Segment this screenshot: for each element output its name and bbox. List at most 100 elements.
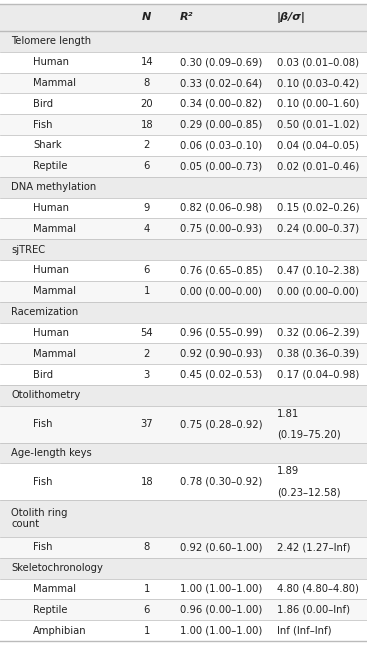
- Text: 1.00 (1.00–1.00): 1.00 (1.00–1.00): [180, 626, 262, 635]
- Bar: [0, 31, 367, 52]
- Bar: [0, 364, 367, 385]
- Text: 2.42 (1.27–Inf): 2.42 (1.27–Inf): [277, 542, 350, 552]
- Text: 0.00 (0.00–0.00): 0.00 (0.00–0.00): [277, 286, 359, 296]
- Text: Inf (Inf–Inf): Inf (Inf–Inf): [277, 626, 332, 635]
- Text: 1: 1: [143, 584, 150, 594]
- Text: Fish: Fish: [33, 542, 52, 552]
- Text: 6: 6: [143, 605, 150, 615]
- Text: 0.29 (0.00–0.85): 0.29 (0.00–0.85): [180, 120, 262, 130]
- Text: 2: 2: [143, 349, 150, 359]
- Text: Telomere length: Telomere length: [11, 36, 91, 46]
- Text: 14: 14: [141, 57, 153, 67]
- Text: 0.76 (0.65–0.85): 0.76 (0.65–0.85): [180, 266, 262, 275]
- Bar: [0, 537, 367, 558]
- Text: Shark: Shark: [33, 141, 62, 150]
- Text: Racemization: Racemization: [11, 307, 78, 317]
- Bar: [0, 239, 367, 260]
- Text: 1.86 (0.00–Inf): 1.86 (0.00–Inf): [277, 605, 350, 615]
- Text: Human: Human: [33, 203, 69, 213]
- Text: 1.89: 1.89: [277, 466, 299, 477]
- Text: Mammal: Mammal: [33, 286, 76, 296]
- Bar: [0, 620, 367, 641]
- Bar: [0, 156, 367, 177]
- Text: 0.10 (0.03–0.42): 0.10 (0.03–0.42): [277, 78, 359, 88]
- Text: 2: 2: [143, 141, 150, 150]
- Bar: [0, 197, 367, 219]
- Text: 0.17 (0.04–0.98): 0.17 (0.04–0.98): [277, 370, 359, 379]
- Text: Bird: Bird: [33, 99, 53, 109]
- Text: Fish: Fish: [33, 419, 52, 429]
- Text: (0.23–12.58): (0.23–12.58): [277, 487, 341, 497]
- Text: 6: 6: [143, 266, 150, 275]
- Text: sjTREC: sjTREC: [11, 244, 45, 255]
- Text: Reptile: Reptile: [33, 605, 68, 615]
- Text: 0.92 (0.90–0.93): 0.92 (0.90–0.93): [180, 349, 262, 359]
- Text: Skeletochronology: Skeletochronology: [11, 563, 103, 573]
- Text: Reptile: Reptile: [33, 161, 68, 172]
- Bar: [0, 4, 367, 31]
- Bar: [0, 73, 367, 94]
- Text: 0.45 (0.02–0.53): 0.45 (0.02–0.53): [180, 370, 262, 379]
- Bar: [0, 52, 367, 73]
- Text: 9: 9: [143, 203, 150, 213]
- Text: 20: 20: [141, 99, 153, 109]
- Text: 37: 37: [141, 419, 153, 429]
- Text: 0.04 (0.04–0.05): 0.04 (0.04–0.05): [277, 141, 359, 150]
- Text: 0.02 (0.01–0.46): 0.02 (0.01–0.46): [277, 161, 359, 172]
- Text: Human: Human: [33, 266, 69, 275]
- Text: 0.96 (0.55–0.99): 0.96 (0.55–0.99): [180, 328, 262, 338]
- Bar: [0, 302, 367, 322]
- Text: 1.00 (1.00–1.00): 1.00 (1.00–1.00): [180, 584, 262, 594]
- Text: 0.06 (0.03–0.10): 0.06 (0.03–0.10): [180, 141, 262, 150]
- Text: 0.92 (0.60–1.00): 0.92 (0.60–1.00): [180, 542, 262, 552]
- Text: 18: 18: [141, 477, 153, 487]
- Text: 0.30 (0.09–0.69): 0.30 (0.09–0.69): [180, 57, 262, 67]
- Text: Fish: Fish: [33, 120, 52, 130]
- Text: 0.15 (0.02–0.26): 0.15 (0.02–0.26): [277, 203, 360, 213]
- Bar: [0, 463, 367, 500]
- Bar: [0, 599, 367, 620]
- Text: Mammal: Mammal: [33, 78, 76, 88]
- Bar: [0, 260, 367, 281]
- Text: 0.10 (0.00–1.60): 0.10 (0.00–1.60): [277, 99, 359, 109]
- Bar: [0, 343, 367, 364]
- Text: Bird: Bird: [33, 370, 53, 379]
- Text: 0.75 (0.00–0.93): 0.75 (0.00–0.93): [180, 224, 262, 233]
- Text: 0.34 (0.00–0.82): 0.34 (0.00–0.82): [180, 99, 262, 109]
- Text: Age-length keys: Age-length keys: [11, 448, 92, 458]
- Text: 0.33 (0.02–0.64): 0.33 (0.02–0.64): [180, 78, 262, 88]
- Bar: [0, 94, 367, 114]
- Text: 0.96 (0.00–1.00): 0.96 (0.00–1.00): [180, 605, 262, 615]
- Text: 0.75 (0.28–0.92): 0.75 (0.28–0.92): [180, 419, 262, 429]
- Text: |β/σ|: |β/σ|: [277, 12, 306, 23]
- Text: R²: R²: [180, 12, 193, 23]
- Text: Otolith ring
count: Otolith ring count: [11, 508, 68, 530]
- Bar: [0, 442, 367, 463]
- Text: 0.78 (0.30–0.92): 0.78 (0.30–0.92): [180, 477, 262, 487]
- Bar: [0, 558, 367, 579]
- Text: 8: 8: [143, 542, 150, 552]
- Text: Amphibian: Amphibian: [33, 626, 87, 635]
- Bar: [0, 579, 367, 599]
- Text: 18: 18: [141, 120, 153, 130]
- Bar: [0, 406, 367, 442]
- Text: Human: Human: [33, 57, 69, 67]
- Text: 6: 6: [143, 161, 150, 172]
- Bar: [0, 385, 367, 406]
- Text: 1: 1: [143, 286, 150, 296]
- Text: 4.80 (4.80–4.80): 4.80 (4.80–4.80): [277, 584, 359, 594]
- Bar: [0, 135, 367, 156]
- Text: Mammal: Mammal: [33, 584, 76, 594]
- Text: (0.19–75.20): (0.19–75.20): [277, 430, 341, 439]
- Text: 0.82 (0.06–0.98): 0.82 (0.06–0.98): [180, 203, 262, 213]
- Text: 0.24 (0.00–0.37): 0.24 (0.00–0.37): [277, 224, 359, 233]
- Bar: [0, 114, 367, 135]
- Text: 0.47 (0.10–2.38): 0.47 (0.10–2.38): [277, 266, 359, 275]
- Text: 1: 1: [143, 626, 150, 635]
- Bar: [0, 500, 367, 537]
- Bar: [0, 322, 367, 343]
- Text: 1.81: 1.81: [277, 409, 299, 419]
- Text: 4: 4: [143, 224, 150, 233]
- Text: Mammal: Mammal: [33, 224, 76, 233]
- Text: 0.38 (0.36–0.39): 0.38 (0.36–0.39): [277, 349, 359, 359]
